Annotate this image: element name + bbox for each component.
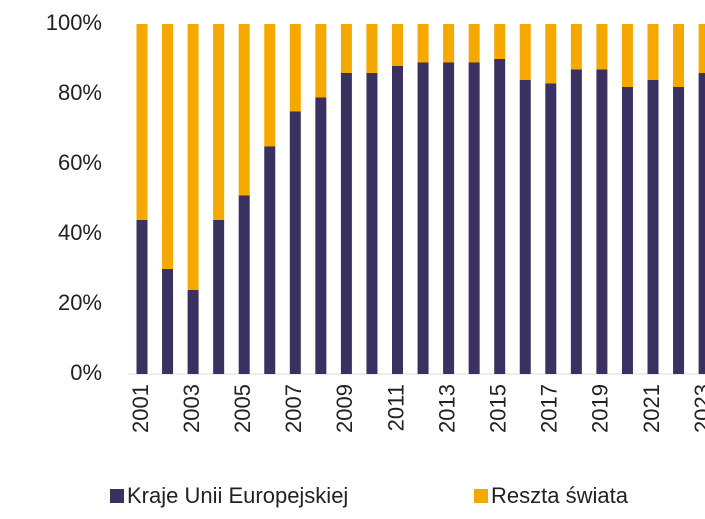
y-tick-label: 0%: [70, 360, 102, 385]
bar-segment: [213, 220, 225, 374]
bar-segment: [443, 24, 455, 63]
bar-segment: [264, 146, 276, 374]
x-tick-label: 2011: [383, 384, 408, 431]
legend-label: Reszta świata: [491, 483, 629, 508]
bar-segment: [596, 24, 608, 70]
bar-segment: [366, 73, 378, 374]
bar-segment: [187, 290, 199, 374]
bar-segment: [315, 97, 327, 374]
bar-segment: [519, 80, 531, 374]
bar-segment: [136, 220, 148, 374]
bar-segment: [162, 269, 174, 374]
bar-segment: [136, 24, 148, 220]
bar-segment: [647, 24, 659, 80]
bar-segment: [519, 24, 531, 80]
x-tick-label: 2001: [128, 384, 153, 433]
bar-segment: [673, 87, 685, 374]
bar-segment: [494, 59, 506, 374]
x-tick-label: 2015: [486, 384, 511, 433]
x-tick-label: 2003: [179, 384, 204, 433]
bar-segment: [289, 24, 301, 112]
x-tick-label: 2007: [281, 384, 306, 433]
bar-segment: [494, 24, 506, 59]
bar-segment: [289, 111, 301, 374]
bar-segment: [698, 24, 705, 73]
bar-segment: [392, 66, 403, 374]
bar-segment: [417, 24, 429, 63]
bar-segment: [545, 83, 557, 374]
bar-segment: [621, 87, 633, 374]
x-tick-label: 2023: [690, 384, 705, 433]
bar-segment: [570, 69, 582, 374]
y-tick-label: 20%: [58, 290, 102, 315]
x-tick-label: 2021: [639, 384, 664, 433]
bar-segment: [673, 24, 685, 87]
bar-segment: [443, 62, 455, 374]
y-tick-label: 100%: [46, 10, 102, 35]
bar-segment: [213, 24, 225, 220]
x-tick-label: 2017: [537, 384, 562, 433]
y-tick-label: 60%: [58, 150, 102, 175]
bar-segment: [238, 24, 250, 196]
bar-segment: [264, 24, 276, 147]
bar-segment: [596, 69, 608, 374]
bar-segment: [698, 73, 705, 374]
bar-segment: [187, 24, 199, 290]
bar-segment: [621, 24, 633, 87]
y-tick-label: 40%: [58, 220, 102, 245]
x-tick-label: 2013: [434, 384, 459, 433]
legend-swatch: [110, 489, 124, 503]
bar-segment: [392, 24, 403, 66]
bar-segment: [366, 24, 378, 73]
legend-label: Kraje Unii Europejskiej: [127, 483, 348, 508]
bar-segment: [468, 24, 480, 63]
y-tick-label: 80%: [58, 80, 102, 105]
bar-segment: [647, 80, 659, 374]
x-tick-label: 2005: [230, 384, 255, 433]
bar-segment: [545, 24, 557, 84]
bar-segment: [570, 24, 582, 70]
bar-segment: [340, 24, 352, 73]
bar-segment: [162, 24, 174, 269]
bar-segment: [315, 24, 327, 98]
x-tick-label: 2009: [332, 384, 357, 433]
bar-segment: [468, 62, 480, 374]
bar-segment: [340, 73, 352, 374]
x-tick-label: 2019: [588, 384, 613, 433]
bar-segment: [417, 62, 429, 374]
bar-segment: [238, 195, 250, 374]
legend-swatch: [474, 489, 488, 503]
